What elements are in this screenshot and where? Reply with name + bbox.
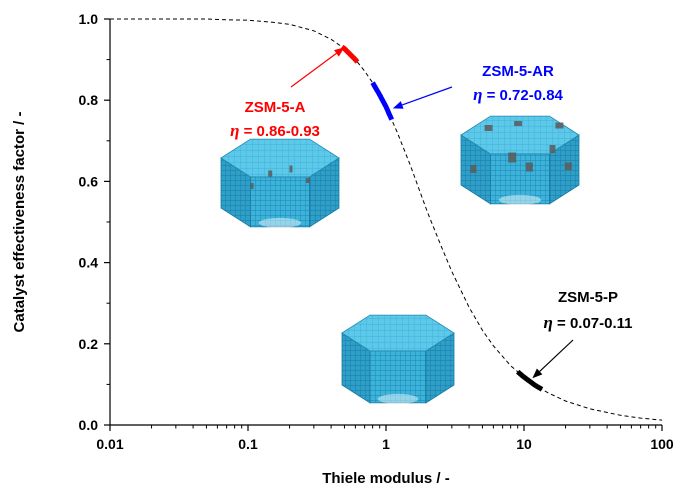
y-tick-label: 0.2 xyxy=(79,336,99,352)
y-tick-label: 0.8 xyxy=(79,92,99,108)
y-tick-label: 1.0 xyxy=(79,11,99,27)
y-tick-label: 0.6 xyxy=(79,173,99,189)
y-tick-label: 0.4 xyxy=(79,255,99,271)
x-axis-title: Thiele modulus / - xyxy=(322,470,450,487)
pore-defect xyxy=(555,122,564,129)
annotation-label-p: ZSM-5-P xyxy=(558,289,618,306)
pore-defect xyxy=(564,162,572,171)
annotation-arrowhead-ar xyxy=(392,101,404,109)
x-tick-label: 10 xyxy=(516,436,532,452)
pore-defect xyxy=(250,183,254,189)
annotation-label-a: ZSM-5-A xyxy=(245,99,306,116)
segment-zsm-5-ar xyxy=(370,81,394,121)
highlighted-segments xyxy=(340,44,544,392)
crystal-zsm-5-ar xyxy=(460,115,580,205)
annotation-arrowhead-a xyxy=(334,47,345,57)
pore-defect xyxy=(514,121,523,126)
pore-defect xyxy=(508,152,517,163)
pore-defect xyxy=(289,165,293,173)
x-tick-label: 0.01 xyxy=(96,436,123,452)
y-axis-title: Catalyst effectiveness factor / - xyxy=(11,112,28,333)
crystal-zsm-5-p xyxy=(341,314,455,404)
annotation-eta-a: η = 0.86-0.93 xyxy=(230,121,320,140)
x-tick-label: 1 xyxy=(382,436,390,452)
pore-defect xyxy=(484,125,493,131)
pore-defect xyxy=(305,178,310,183)
effectiveness-curve xyxy=(110,18,663,421)
segment-zsm-5-p xyxy=(516,369,544,392)
annotation-arrow-a xyxy=(290,52,337,88)
annotation-eta-p: η = 0.07-0.11 xyxy=(544,313,633,332)
x-ticks: 0.01 0.1 1 10 100 xyxy=(96,425,674,452)
annotation-eta-ar: η = 0.72-0.84 xyxy=(473,85,563,104)
x-tick-label: 0.1 xyxy=(238,436,258,452)
segment-zsm-5-a xyxy=(340,44,360,64)
y-ticks: 0.0 0.2 0.4 0.6 0.8 1.0 xyxy=(79,11,110,433)
y-tick-label: 0.0 xyxy=(79,417,99,433)
annotation-label-ar: ZSM-5-AR xyxy=(482,63,554,80)
annotation-arrow-p xyxy=(539,339,574,372)
crystal-illustrations xyxy=(220,115,580,404)
annotation-arrow-ar xyxy=(401,86,453,106)
pore-defect xyxy=(470,165,477,173)
annotation-arrowhead-p xyxy=(532,368,543,379)
annotations: ZSM-5-A η = 0.86-0.93 ZSM-5-AR η = 0.72-0.8… xyxy=(230,47,633,379)
pore-defect xyxy=(525,162,533,172)
pore-defect xyxy=(549,145,556,153)
x-tick-label: 100 xyxy=(650,436,674,452)
crystal-zsm-5-a xyxy=(220,138,340,228)
pore-defect xyxy=(268,170,273,177)
